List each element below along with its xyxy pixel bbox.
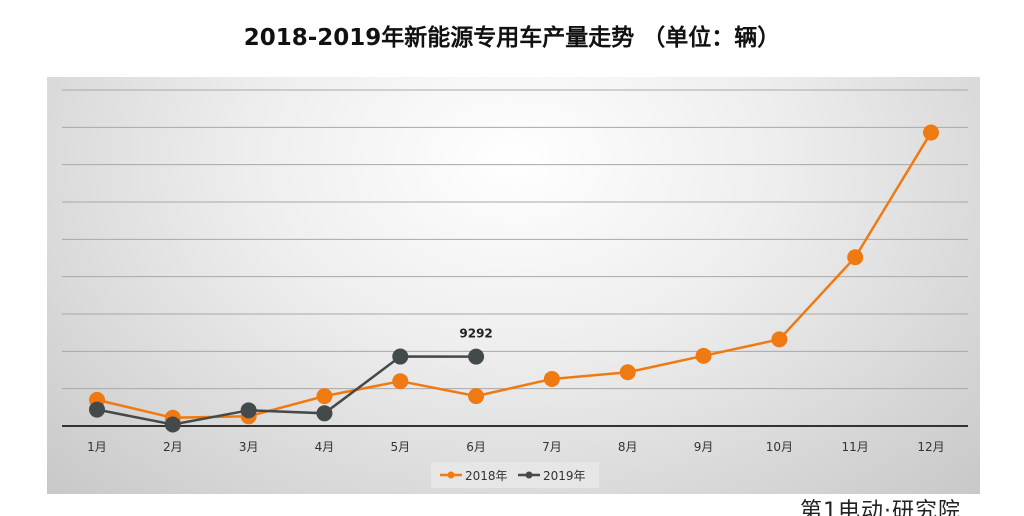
data-point	[240, 402, 257, 419]
series-line	[96, 131, 933, 420]
data-point	[619, 364, 636, 381]
x-tick-label: 2月	[163, 440, 183, 454]
legend-marker	[525, 471, 533, 479]
x-tick-label: 1月	[87, 440, 107, 454]
data-point	[847, 249, 864, 266]
x-tick-label: 8月	[618, 440, 638, 454]
legend-label: 2019年	[543, 469, 586, 483]
data-point	[316, 388, 333, 405]
series-line	[96, 355, 477, 426]
x-tick-label: 11月	[842, 440, 869, 454]
x-tick-label: 9月	[694, 440, 714, 454]
chart-area	[47, 77, 980, 494]
data-point	[923, 124, 939, 141]
data-point	[468, 348, 485, 365]
legend-label: 2018年	[465, 469, 508, 483]
data-label: 9292	[459, 327, 492, 341]
x-tick-label: 10月	[766, 440, 793, 454]
watermark-text: 第1电动·研究院	[800, 499, 961, 516]
data-point	[392, 373, 409, 390]
data-point	[695, 347, 712, 364]
x-tick-label: 12月	[917, 440, 944, 454]
data-point	[89, 401, 105, 418]
x-tick-label: 7月	[542, 440, 562, 454]
chart-title: 2018-2019年新能源专用车产量走势 （单位：辆）	[243, 25, 781, 51]
data-point	[392, 348, 409, 365]
x-tick-label: 6月	[466, 440, 486, 454]
x-tick-label: 3月	[239, 440, 259, 454]
data-point	[543, 370, 560, 387]
data-point	[316, 405, 333, 422]
data-point	[468, 388, 485, 405]
x-tick-label: 5月	[390, 440, 410, 454]
watermark-logo: 第1电动·研究院	[800, 497, 1024, 516]
data-point	[771, 331, 788, 348]
legend-marker	[447, 471, 455, 479]
data-point	[164, 416, 181, 433]
x-tick-label: 4月	[315, 440, 335, 454]
